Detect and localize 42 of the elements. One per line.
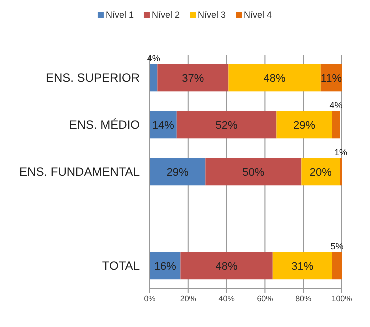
x-tick-label: 40% (218, 294, 235, 304)
x-tick-label: 60% (257, 294, 274, 304)
data-label: 50% (242, 167, 265, 179)
data-label: 1% (334, 147, 348, 158)
bar (272, 252, 332, 280)
data-label: 16% (154, 260, 177, 273)
data-label: 31% (292, 260, 314, 273)
data-label: 4% (147, 53, 160, 64)
data-label: 29% (166, 167, 190, 179)
x-tick-label: 0% (144, 294, 156, 304)
data-label: 37% (182, 73, 204, 86)
bar (332, 111, 340, 139)
x-tick-label: 80% (296, 294, 312, 304)
y-tick-label: ENS. MÉDIO (69, 118, 140, 132)
bar (228, 64, 321, 92)
legend-label: Nível 3 (198, 10, 226, 20)
data-label: 52% (216, 120, 238, 132)
data-label: 29% (294, 120, 316, 132)
bar (176, 111, 277, 139)
data-label: 48% (264, 73, 286, 86)
bar (206, 158, 302, 186)
bar (150, 158, 206, 186)
bar (302, 158, 340, 186)
bar (150, 64, 158, 92)
data-label: 4% (330, 100, 343, 110)
y-tick-label: ENS. SUPERIOR (46, 70, 140, 85)
bar (180, 252, 273, 280)
bar (332, 252, 342, 280)
data-label: 11% (320, 73, 342, 86)
data-label: 20% (310, 167, 332, 179)
x-tick-label: 20% (180, 294, 196, 304)
data-label: 14% (152, 120, 175, 132)
bar (158, 64, 229, 92)
x-tick-label: 100% (332, 294, 352, 304)
y-tick-label: TOTAL (102, 258, 140, 273)
bar (276, 111, 332, 139)
data-label: 5% (330, 241, 344, 252)
legend-label: Nível 4 (244, 10, 272, 20)
data-label: 48% (216, 260, 238, 273)
legend-label: Nível 2 (152, 10, 180, 20)
legend-label: Nível 1 (106, 10, 134, 20)
y-tick-label: ENS. FUNDAMENTAL (20, 164, 140, 179)
